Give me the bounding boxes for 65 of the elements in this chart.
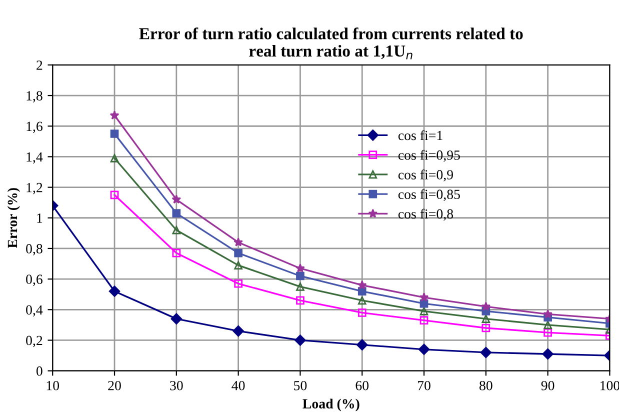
- x-tick-label: 80: [480, 380, 492, 390]
- point: [232, 325, 244, 337]
- y-axis-title: Error (%): [7, 188, 20, 248]
- point: [419, 292, 429, 302]
- point: [110, 130, 119, 138]
- point: [358, 308, 366, 317]
- point: [357, 280, 367, 290]
- x-tick-label: 60: [356, 380, 369, 390]
- point: [418, 344, 430, 356]
- legend-label: cos fi=0,95: [398, 150, 460, 162]
- point: [172, 194, 182, 204]
- point: [234, 248, 242, 258]
- point: [170, 313, 182, 324]
- x-tick-label: 70: [418, 380, 430, 390]
- point: [358, 287, 366, 296]
- point: [356, 339, 368, 350]
- x-tick-label: 10: [46, 380, 60, 390]
- point: [420, 316, 428, 325]
- point: [544, 320, 552, 330]
- legend-label: cos fi=1: [398, 130, 442, 140]
- y-tick-label: 0,2: [26, 336, 42, 348]
- y-tick-label: 0: [36, 366, 42, 376]
- y-tick-label: 0,4: [26, 305, 43, 317]
- point: [172, 248, 181, 258]
- point: [234, 261, 242, 270]
- point: [420, 307, 428, 316]
- y-tick-label: 1,2: [26, 182, 42, 194]
- point: [480, 346, 492, 358]
- point: [296, 263, 305, 272]
- point: [358, 296, 366, 305]
- point: [110, 154, 119, 162]
- point: [172, 226, 181, 234]
- y-tick-label: 1,4: [26, 152, 43, 164]
- point: [482, 324, 490, 332]
- point: [543, 309, 552, 318]
- x-tick-label: 50: [294, 380, 307, 390]
- x-axis-title: Load (%): [302, 398, 360, 412]
- x-tick-label: 40: [232, 380, 245, 390]
- legend-label: cos fi=0,85: [398, 189, 460, 202]
- point: [108, 286, 120, 297]
- x-tick-label: 90: [541, 380, 554, 390]
- y-tick-label: 1,6: [26, 122, 42, 134]
- point: [294, 334, 306, 346]
- point: [542, 348, 554, 360]
- point: [110, 110, 120, 120]
- point: [110, 190, 119, 200]
- legend-label: cos fi=0,9: [398, 170, 453, 182]
- point: [296, 296, 304, 305]
- point: [482, 314, 490, 323]
- point: [296, 272, 304, 280]
- y-tick-label: 2: [36, 60, 42, 70]
- y-tick-label: 0,8: [26, 244, 42, 256]
- point: [234, 279, 242, 288]
- point: [481, 302, 491, 311]
- legend-label: cos fi=0,8: [398, 208, 454, 221]
- x-tick-label: 20: [108, 380, 121, 390]
- point: [296, 282, 304, 291]
- x-tick-label: 30: [170, 380, 183, 390]
- point: [172, 209, 181, 218]
- y-tick-label: 1,8: [26, 91, 42, 102]
- point: [544, 328, 552, 337]
- y-tick-label: 0,6: [26, 274, 42, 286]
- y-tick-label: 1: [37, 214, 42, 223]
- point: [234, 237, 243, 246]
- chart-title: Error of turn ratio calculated from currents related to real turn ratio at 1,1U$_{n}$: [139, 27, 523, 60]
